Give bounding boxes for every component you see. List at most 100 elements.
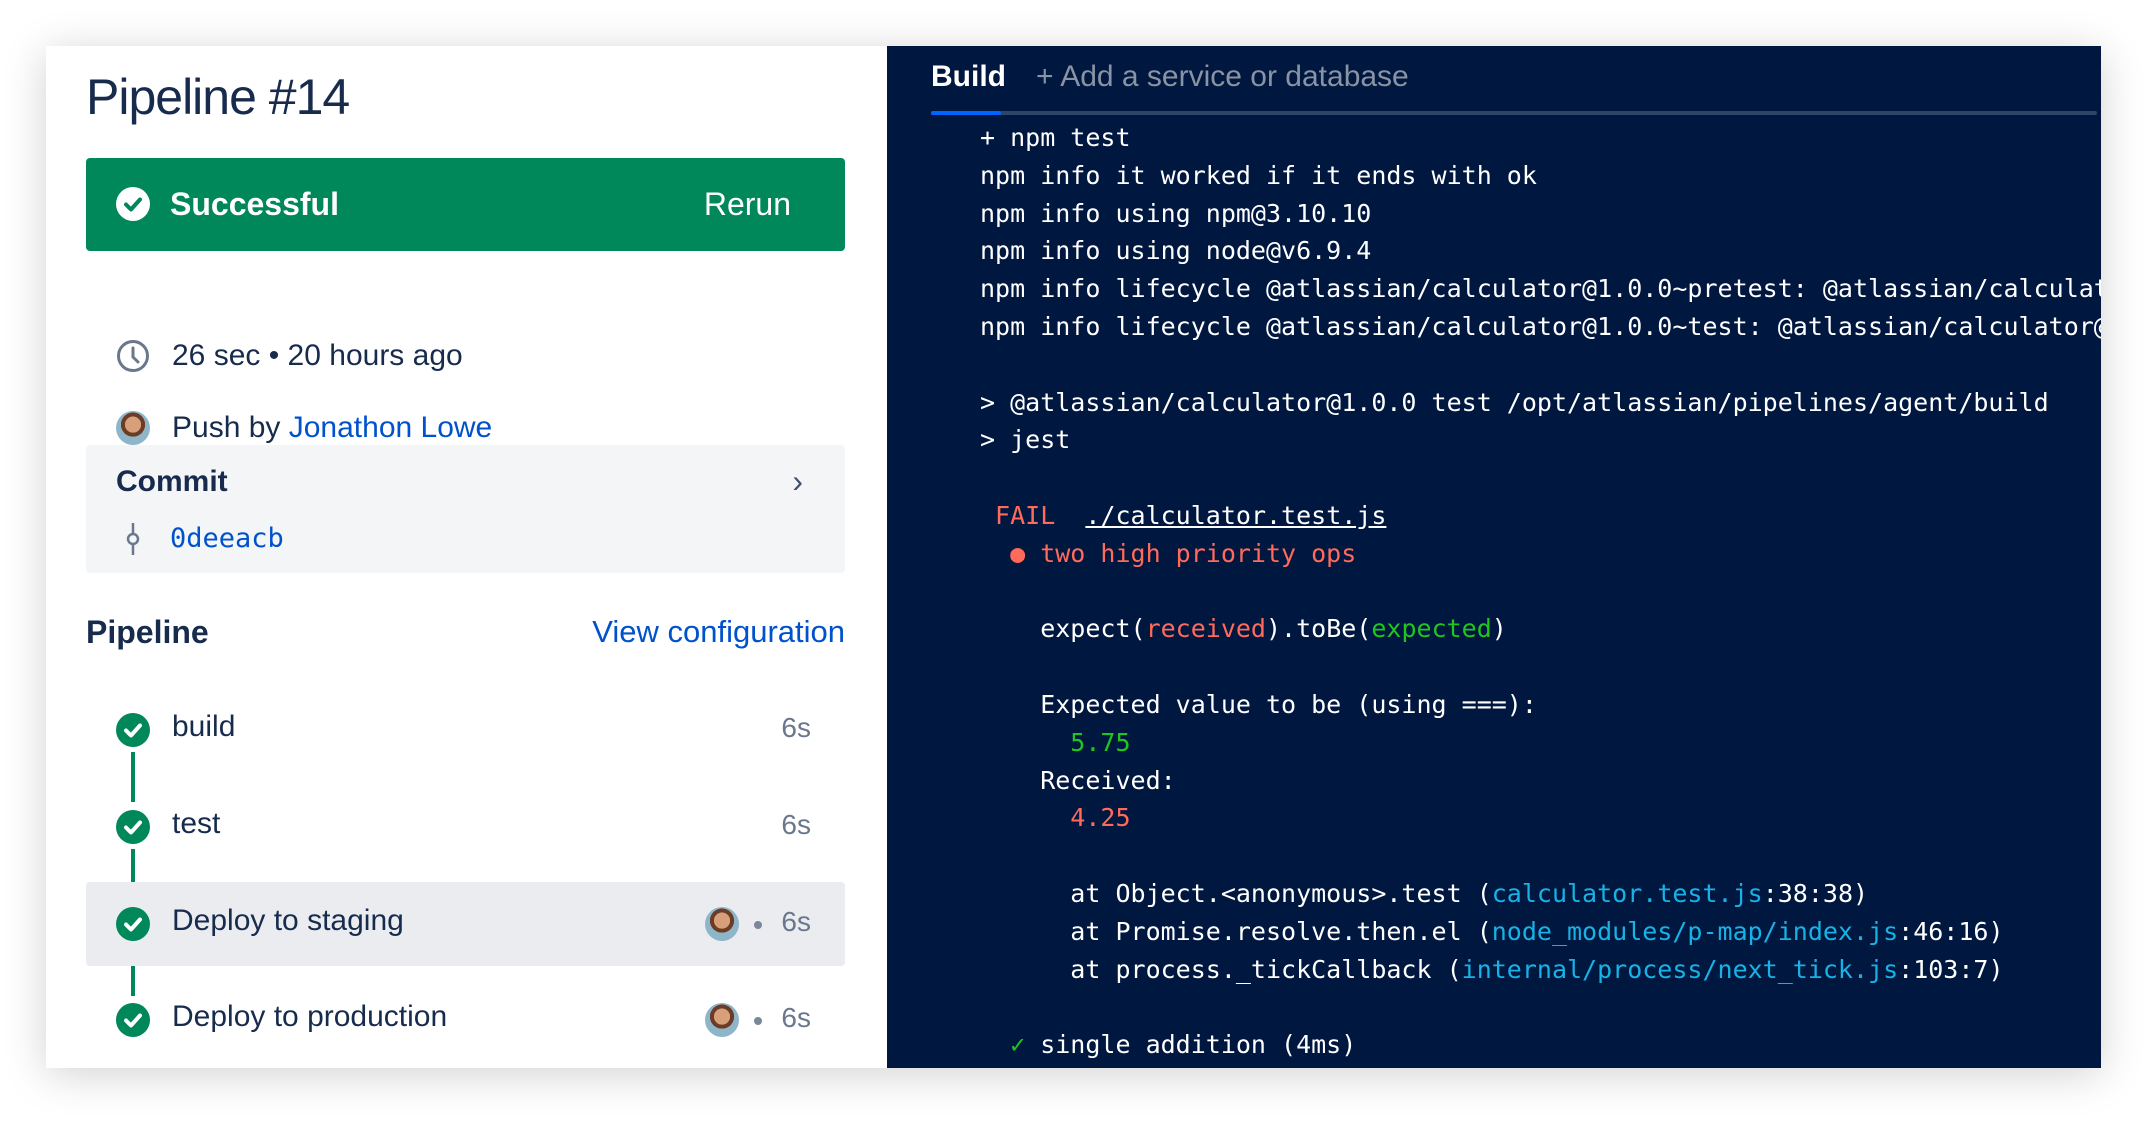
push-prefix: Push by [172,411,281,444]
log-segment: Received: [980,765,1176,795]
commit-icon [126,523,140,555]
pipeline-card: Pipeline #14 Successful Rerun 26 sec • 2… [46,46,2101,1068]
clock-icon [116,339,150,373]
log-segment: :103:7) [1898,954,2004,984]
log-line [980,988,2101,1026]
tab-indicator [931,111,2097,115]
log-line [980,459,2101,497]
pipeline-section-title: Pipeline [86,614,209,650]
log-line: > @atlassian/calculator@1.0.0 test /opt/… [980,384,2101,422]
log-segment: > jest [980,425,1071,455]
log-tabs: Build + Add a service or database [931,60,1409,94]
page-title: Pipeline #14 [86,69,350,125]
tab-build[interactable]: Build [931,60,1006,93]
log-segment: npm info it worked if it ends with ok [980,160,1537,190]
duration-text: 26 sec • 20 hours ago [172,339,463,372]
status-label: Successful [170,186,339,222]
step-name: build [172,710,236,743]
log-segment: at process._tickCallback ( [980,954,1462,984]
log-line: Received: [980,762,2101,800]
log-segment [1055,501,1085,530]
build-log: + npm test npm info it worked if it ends … [980,119,2101,1064]
log-line: npm info using npm@3.10.10 [980,195,2101,233]
check-circle-icon [116,187,150,221]
log-line [980,573,2101,611]
author-link[interactable]: Jonathon Lowe [288,411,493,444]
status-banner: Successful Rerun [86,158,845,251]
log-line: expect(received).toBe(expected) [980,610,2101,648]
build-log-panel: Build + Add a service or database + npm t… [887,46,2101,1068]
log-segment: > @atlassian/calculator@1.0.0 test /opt/… [980,387,2049,417]
rerun-button[interactable]: Rerun [703,186,791,222]
pipeline-step[interactable]: build 6s [86,688,845,772]
log-segment: npm info lifecycle @atlassian/calculator… [980,311,2101,341]
pipeline-step[interactable]: Deploy to staging 6s [86,882,845,966]
separator-dot [754,921,762,929]
step-duration: 6s [781,1002,811,1033]
log-segment: :46:16) [1898,916,2004,946]
step-connector [131,752,135,802]
step-name: Deploy to production [172,1000,448,1033]
log-segment: ✓ [980,1030,1026,1060]
step-duration: 6s [781,809,811,840]
pipeline-step[interactable]: Deploy to production 6s [86,978,845,1062]
chevron-right-icon[interactable]: › [792,463,803,499]
log-segment: npm info using npm@3.10.10 [980,198,1372,228]
log-line: at process._tickCallback (internal/proce… [980,951,2101,989]
check-circle-icon [116,1003,150,1037]
log-line: > jest [980,421,2101,459]
commit-box[interactable]: Commit › 0deeacb [86,445,845,573]
log-line: Expected value to be (using ===): [980,686,2101,724]
log-segment: at Object.<anonymous>.test ( [980,878,1492,908]
duration-row: 26 sec • 20 hours ago [116,339,463,373]
separator-dot [754,1017,762,1025]
log-line [980,837,2101,875]
commit-label: Commit [116,465,228,498]
avatar [116,411,150,445]
add-service-link[interactable]: + Add a service or database [1036,60,1409,93]
step-name: Deploy to staging [172,904,404,937]
log-file-link[interactable]: calculator.test.js [1491,878,1763,908]
log-segment: 4.25 [980,803,1131,833]
check-circle-icon [116,810,150,844]
pipeline-sidebar: Pipeline #14 Successful Rerun 26 sec • 2… [46,46,887,1068]
log-segment: ).toBe( [1266,614,1372,644]
step-connector [131,849,135,899]
active-tab-indicator [931,111,1001,115]
pipeline-step[interactable]: test 6s [86,785,845,869]
avatar [705,1003,739,1037]
check-circle-icon [116,907,150,941]
log-segment: npm info using node@v6.9.4 [980,236,1372,266]
log-line: 4.25 [980,799,2101,837]
log-line: FAIL ./calculator.test.js [980,497,2101,535]
log-segment: npm info lifecycle @atlassian/calculator… [980,274,2101,304]
log-segment: at Promise.resolve.then.el ( [980,916,1492,946]
commit-hash-link[interactable]: 0deeacb [170,523,284,554]
step-duration: 6s [781,906,811,937]
step-name: test [172,807,221,840]
log-line: ● two high priority ops [980,535,2101,573]
log-line: + npm test [980,119,2101,157]
log-line: at Object.<anonymous>.test (calculator.t… [980,875,2101,913]
log-line: npm info lifecycle @atlassian/calculator… [980,308,2101,346]
log-segment: FAIL [980,500,1056,530]
log-file-link[interactable]: node_modules/p-map/index.js [1491,916,1899,946]
log-line [980,648,2101,686]
log-segment: single addition (4ms) [1025,1030,1357,1060]
log-segment: ● two high priority ops [980,538,1357,568]
log-line: 5.75 [980,724,2101,762]
log-segment: expect( [980,614,1146,644]
log-file-link[interactable]: internal/process/next_tick.js [1461,954,1899,984]
log-segment: expected [1371,614,1492,644]
view-configuration-link[interactable]: View configuration [592,614,845,649]
step-duration: 6s [781,712,811,743]
log-segment: ./calculator.test.js [1085,500,1387,530]
avatar [705,907,739,941]
log-line [980,346,2101,384]
push-row: Push by Jonathon Lowe [116,411,492,445]
check-circle-icon [116,713,150,747]
log-line: ✓ single addition (4ms) [980,1026,2101,1064]
log-line: at Promise.resolve.then.el (node_modules… [980,913,2101,951]
log-line: npm info lifecycle @atlassian/calculator… [980,270,2101,308]
log-line: npm info using node@v6.9.4 [980,232,2101,270]
